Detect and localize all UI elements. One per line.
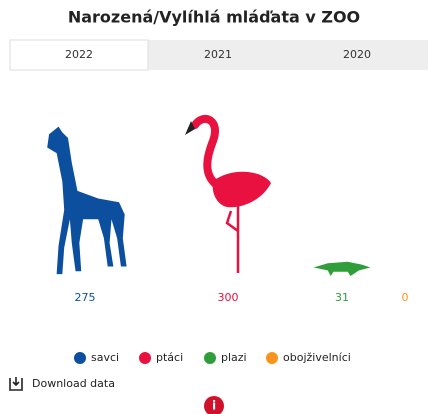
active-tab[interactable] (9, 39, 149, 71)
crocodile-shape (313, 261, 371, 276)
tab[interactable]: 2021 (204, 48, 232, 61)
flamingo-neck (191, 115, 227, 193)
value-label: 275 (75, 291, 96, 304)
info-icon[interactable] (204, 396, 224, 414)
chart-title: Narozená/Vylíhlá mláďata v ZOO (68, 8, 360, 27)
legend-label: ptáci (156, 351, 183, 364)
value-label: 300 (218, 291, 239, 304)
pictogram (185, 115, 271, 273)
tab[interactable]: 2022 (65, 48, 93, 61)
legend-dot (266, 352, 278, 364)
flamingo-body (212, 171, 271, 208)
value-label: 0 (402, 291, 409, 304)
legend-dot (204, 352, 216, 364)
legend-label: plazi (221, 351, 247, 364)
pictogram (47, 126, 127, 275)
pictogram (313, 261, 371, 276)
download-button[interactable]: Download data (9, 377, 115, 391)
info-glyph: i (212, 399, 216, 413)
legend-label: savci (91, 351, 119, 364)
legend-dot (74, 352, 86, 364)
giraffe-shape (47, 126, 127, 275)
flamingo-leg (225, 206, 240, 273)
legend-label: obojživelníci (283, 351, 351, 364)
value-label: 31 (335, 291, 349, 304)
download-icon (9, 377, 23, 391)
tab[interactable]: 2020 (343, 48, 371, 61)
download-label[interactable]: Download data (32, 377, 115, 390)
flamingo-beak (185, 121, 195, 135)
legend-dot (139, 352, 151, 364)
